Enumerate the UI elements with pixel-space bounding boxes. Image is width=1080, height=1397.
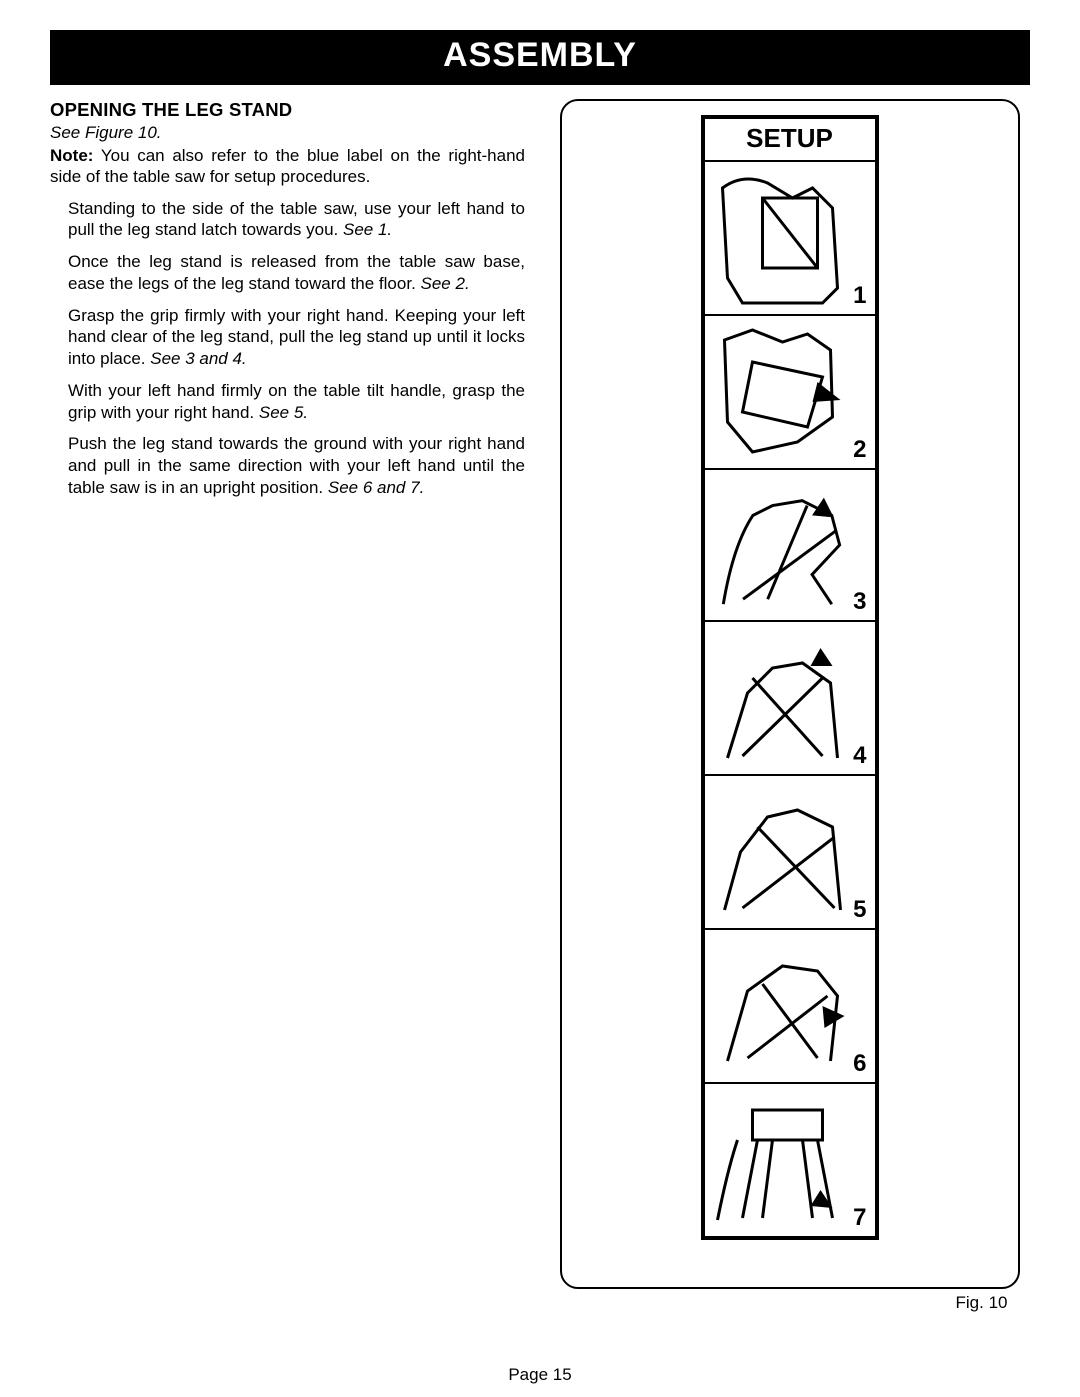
setup-step-number: 5 [853, 896, 866, 924]
setup-diagram-icon [711, 782, 849, 922]
step-paragraph: Push the leg stand towards the ground wi… [50, 433, 525, 498]
note-paragraph: Note: You can also refer to the blue lab… [50, 145, 525, 188]
page: ASSEMBLY OPENING THE LEG STAND See Figur… [0, 0, 1080, 1397]
setup-step-cell: 6 [705, 928, 875, 1082]
setup-step-number: 4 [853, 742, 866, 770]
step-ref: See 3 and 4. [150, 349, 246, 368]
section-banner: ASSEMBLY [50, 30, 1030, 85]
setup-step-cell: 7 [705, 1082, 875, 1236]
page-number: Page 15 [508, 1365, 571, 1385]
setup-diagram-icon [711, 628, 849, 768]
setup-step-number: 3 [853, 588, 866, 616]
figure-caption: Fig. 10 [956, 1293, 1008, 1313]
two-column-layout: OPENING THE LEG STAND See Figure 10. Not… [50, 99, 1030, 1339]
instructions-column: OPENING THE LEG STAND See Figure 10. Not… [50, 99, 525, 1339]
step-paragraph: Once the leg stand is released from the … [50, 251, 525, 295]
setup-strip: SETUP 1 2 3 4 [701, 115, 879, 1240]
figure-frame: SETUP 1 2 3 4 [560, 99, 1020, 1289]
step-ref: See 2. [421, 274, 470, 293]
step-ref: See 6 and 7. [328, 478, 424, 497]
step-paragraph: Standing to the side of the table saw, u… [50, 198, 525, 242]
setup-strip-title: SETUP [705, 119, 875, 160]
step-paragraph: With your left hand firmly on the table … [50, 380, 525, 424]
step-paragraph: Grasp the grip firmly with your right ha… [50, 305, 525, 370]
setup-diagram-icon [711, 168, 849, 308]
setup-step-number: 2 [853, 436, 866, 464]
setup-diagram-icon [711, 476, 849, 614]
setup-step-cell: 3 [705, 468, 875, 620]
setup-step-number: 6 [853, 1050, 866, 1078]
step-text: Standing to the side of the table saw, u… [68, 199, 525, 240]
step-ref: See 1. [343, 220, 392, 239]
setup-diagram-icon [711, 936, 849, 1076]
setup-step-cell: 1 [705, 160, 875, 314]
note-label: Note: [50, 146, 93, 165]
setup-step-number: 1 [853, 282, 866, 310]
figure-column: SETUP 1 2 3 4 [549, 99, 1030, 1339]
setup-step-number: 7 [853, 1204, 866, 1232]
step-text: Push the leg stand towards the ground wi… [68, 434, 525, 497]
setup-step-cell: 4 [705, 620, 875, 774]
step-text: Grasp the grip firmly with your right ha… [68, 306, 525, 369]
setup-step-cell: 2 [705, 314, 875, 468]
setup-diagram-icon [711, 322, 849, 462]
step-ref: See 5. [259, 403, 308, 422]
see-figure-ref: See Figure 10. [50, 123, 525, 143]
section-title: OPENING THE LEG STAND [50, 99, 525, 121]
note-text: You can also refer to the blue label on … [50, 146, 525, 186]
setup-diagram-icon [711, 1090, 849, 1230]
setup-step-cell: 5 [705, 774, 875, 928]
